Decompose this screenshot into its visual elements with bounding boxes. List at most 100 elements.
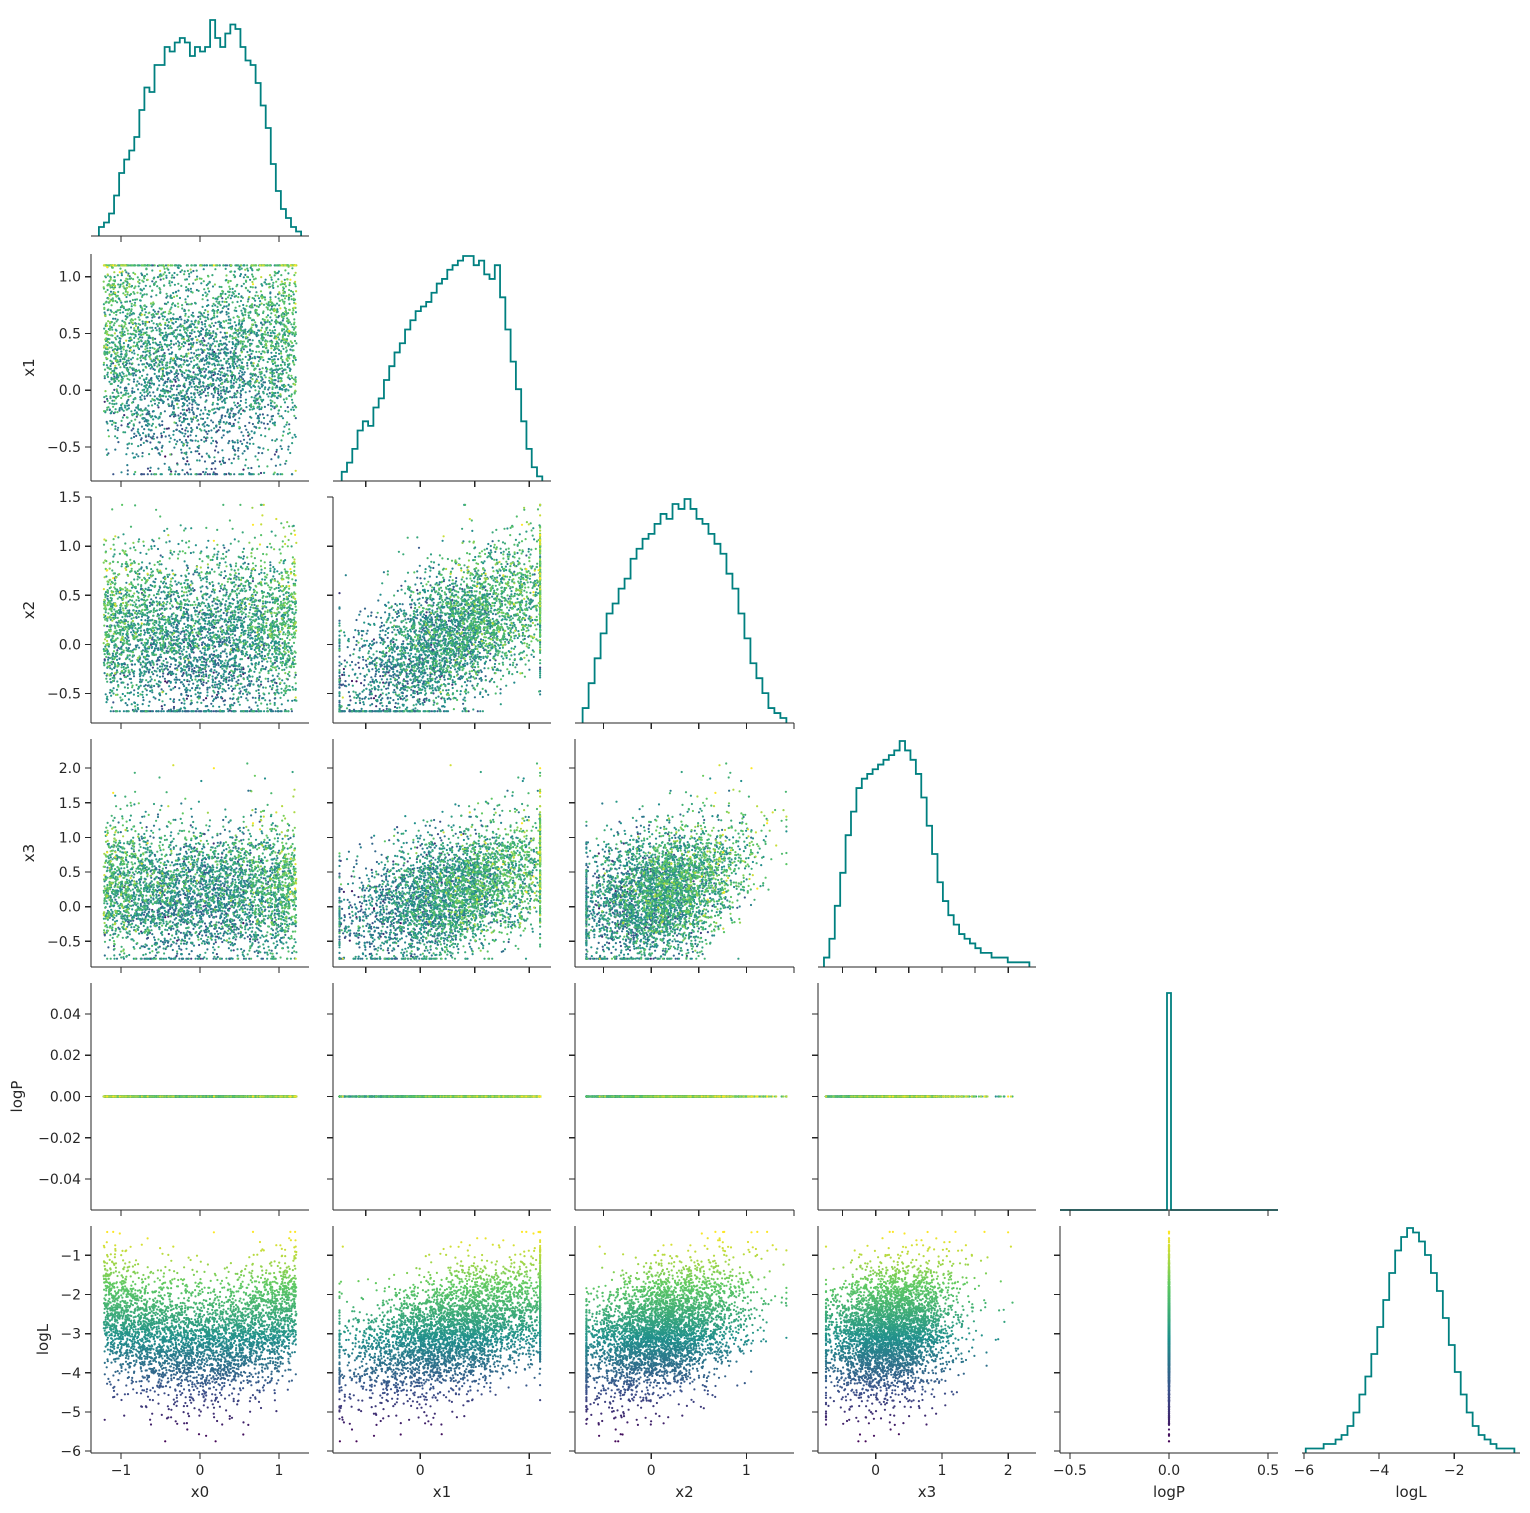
scatter-point [267,423,269,425]
scatter-point [175,291,177,293]
scatter-point [188,275,190,277]
scatter-point [104,377,106,379]
scatter-point [117,429,119,431]
scatter-point [141,437,143,439]
scatter-point [207,366,209,368]
scatter-point [262,381,264,383]
scatter-point [170,470,172,472]
scatter-point [231,425,233,427]
scatter-point [239,370,241,372]
scatter-point [239,332,241,334]
scatter-point [205,368,207,370]
scatter-point [218,429,220,431]
scatter-point [262,413,264,415]
scatter-point [240,431,242,433]
scatter-point [221,415,223,417]
scatter-point [203,436,205,438]
scatter-point [295,359,297,361]
scatter-point [145,311,147,313]
scatter-point [190,392,192,394]
scatter-point [227,431,229,433]
scatter-point [157,276,159,278]
scatter-point [172,317,174,319]
scatter-point [177,373,179,375]
scatter-point [188,411,190,413]
scatter-point [256,325,258,327]
scatter-point [212,440,214,442]
scatter-point [174,376,176,378]
scatter-point [215,322,217,324]
scatter-point [111,420,113,422]
scatter-point [202,357,204,359]
scatter-point [190,431,192,433]
scatter-point [190,473,192,475]
scatter-point [219,419,221,421]
scatter-point [170,370,172,372]
scatter-point [107,429,109,431]
scatter-point [133,391,135,393]
scatter-point [139,421,141,423]
scatter-point [165,277,167,279]
scatter-point [150,467,152,469]
scatter-point [123,414,125,416]
scatter-point [231,396,233,398]
scatter-point [245,383,247,385]
scatter-point [148,433,150,435]
scatter-point [133,352,135,354]
scatter-point [223,434,225,436]
scatter-point [205,385,207,387]
scatter-point [240,396,242,398]
scatter-point [158,452,160,454]
scatter-point [189,335,191,337]
scatter-point [246,351,248,353]
scatter-point [219,426,221,428]
scatter-point [181,441,183,443]
scatter-point [203,268,205,270]
scatter-point [125,271,127,273]
scatter-point [171,404,173,406]
scatter-point [179,271,181,273]
scatter-point [241,371,243,373]
scatter-point [182,457,184,459]
scatter-point [237,442,239,444]
scatter-point [140,272,142,274]
scatter-point [198,423,200,425]
scatter-point [193,331,195,333]
scatter-point [141,336,143,338]
scatter-point [264,427,266,429]
scatter-point [160,432,162,434]
scatter-point [133,381,135,383]
scatter-point [188,343,190,345]
scatter-point [176,388,178,390]
scatter-point [240,273,242,275]
scatter-point [132,374,134,376]
scatter-point [120,424,122,426]
scatter-point [150,473,152,475]
scatter-point [164,382,166,384]
scatter-point [259,387,261,389]
scatter-point [127,473,129,475]
scatter-point [106,398,108,400]
scatter-point [208,370,210,372]
scatter-point [220,312,222,314]
scatter-point [185,463,187,465]
scatter-point [240,324,242,326]
scatter-point [235,396,237,398]
scatter-point [113,376,115,378]
scatter-point [126,402,128,404]
scatter-point [251,437,253,439]
scatter-point [188,402,190,404]
scatter-point [187,349,189,351]
scatter-point [222,457,224,459]
scatter-point [168,353,170,355]
scatter-point [189,357,191,359]
scatter-point [254,304,256,306]
scatter-point [294,434,296,436]
scatter-point [191,421,193,423]
scatter-point [241,443,243,445]
scatter-point [164,327,166,329]
scatter-point [129,314,131,316]
scatter-point [138,364,140,366]
scatter-point [212,396,214,398]
